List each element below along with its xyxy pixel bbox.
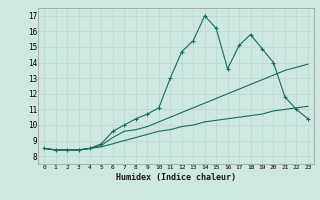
X-axis label: Humidex (Indice chaleur): Humidex (Indice chaleur) xyxy=(116,173,236,182)
